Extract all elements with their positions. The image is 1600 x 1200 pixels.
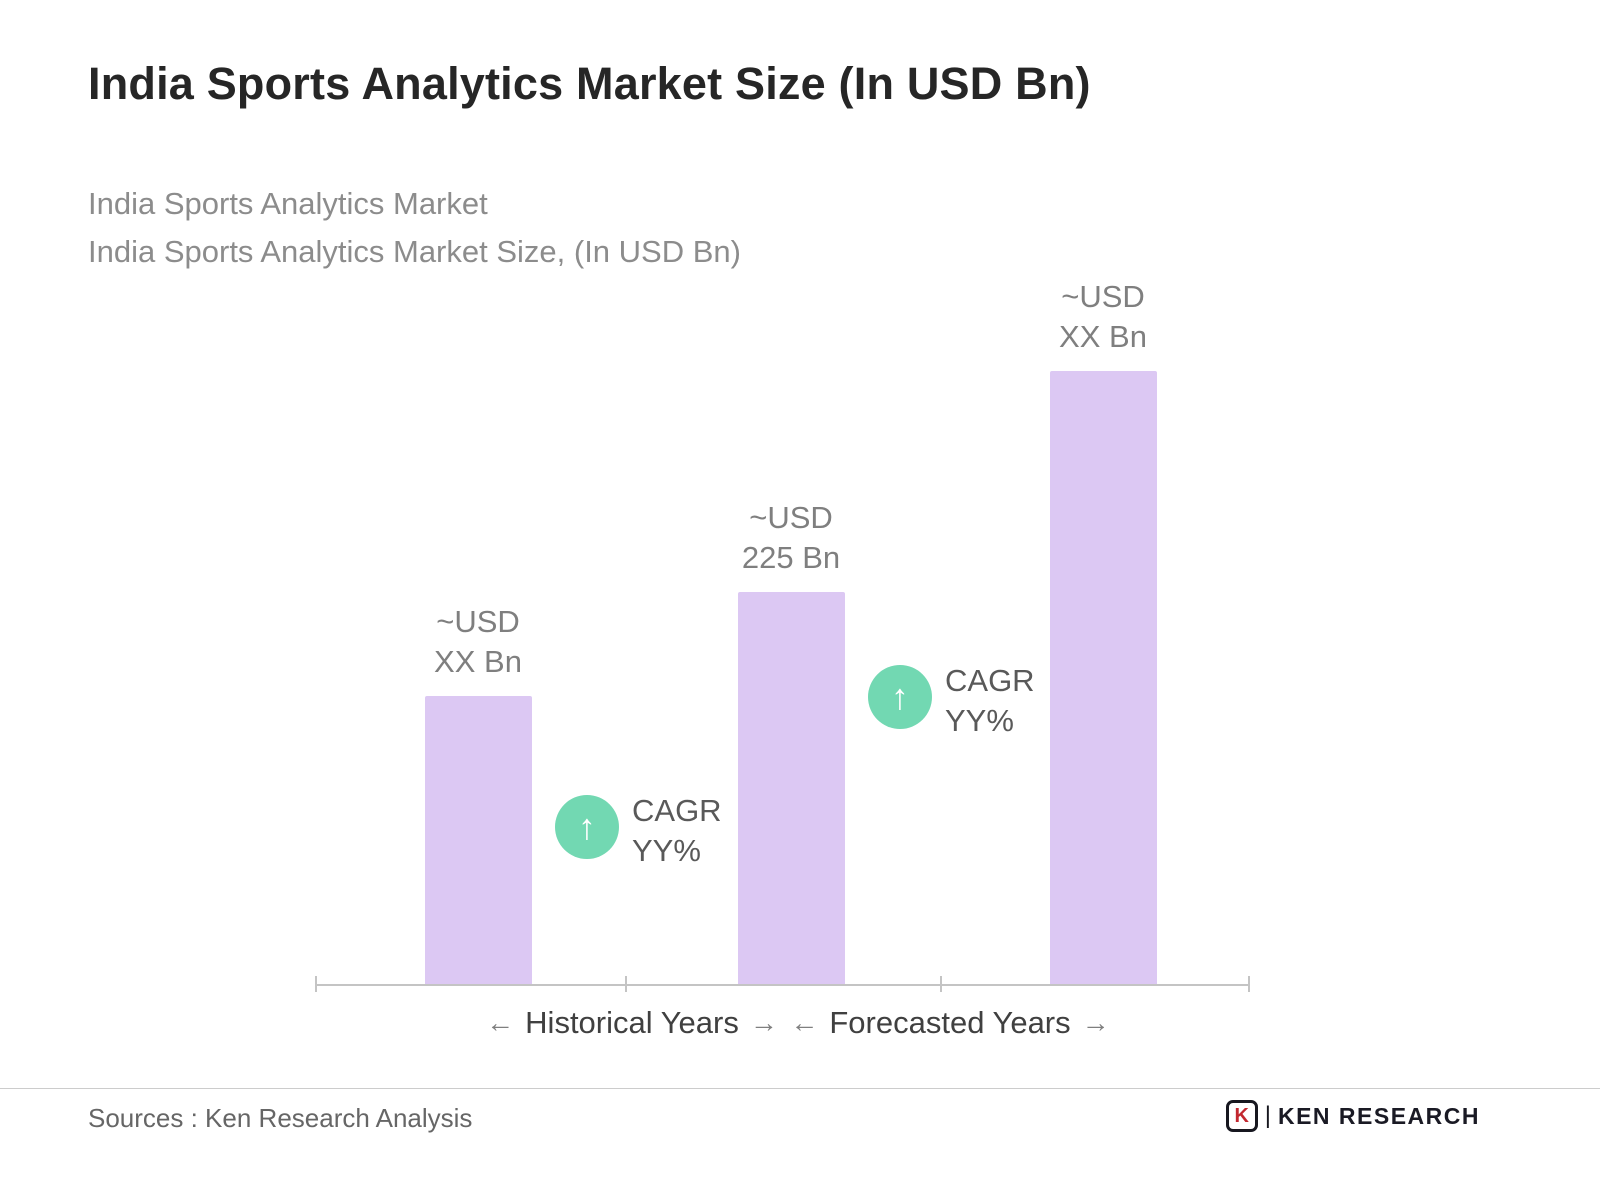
ken-research-logo: K | KEN RESEARCH	[1225, 1100, 1480, 1132]
bar-historical	[425, 696, 532, 984]
footer-divider	[0, 1088, 1600, 1089]
x-axis-tick	[940, 976, 942, 992]
page-title: India Sports Analytics Market Size (In U…	[88, 58, 1091, 109]
axis-group-forecasted: ← Forecasted Years →	[790, 1005, 1109, 1041]
ken-research-logo-icon: K	[1225, 1100, 1258, 1132]
x-axis-tick	[625, 976, 627, 992]
left-arrow-icon: ←	[486, 1007, 515, 1038]
bar-base-year	[738, 592, 845, 984]
right-arrow-icon: →	[749, 1007, 778, 1038]
cagr-annotation-2: CAGR YY%	[945, 661, 1035, 741]
axis-group-historical: ← Historical Years →	[486, 1005, 778, 1041]
up-arrow-glyph: ↑	[578, 806, 596, 847]
left-arrow-icon: ←	[790, 1007, 819, 1038]
bar-value-label-forecast: ~USD XX Bn	[993, 277, 1213, 357]
bar-value-label-line: ~USD	[1061, 279, 1145, 314]
logo-divider: |	[1264, 1102, 1271, 1129]
chart-subtitle-line-2: India Sports Analytics Market Size, (In …	[88, 234, 741, 269]
x-axis-line	[315, 984, 1250, 986]
cagr-value: YY%	[632, 833, 701, 868]
bar-value-label-line: ~USD	[749, 500, 833, 535]
bar-value-label-historical: ~USD XX Bn	[368, 602, 588, 682]
sources-note: Sources : Ken Research Analysis	[88, 1103, 473, 1133]
cagr-annotation-1: CAGR YY%	[632, 791, 722, 871]
logo-wordmark: KEN RESEARCH	[1277, 1102, 1480, 1129]
cagr-label: CAGR	[945, 663, 1035, 698]
chart-subtitle-line-1: India Sports Analytics Market	[88, 186, 488, 221]
bar-value-label-line: XX Bn	[1059, 319, 1147, 354]
up-arrow-glyph: ↑	[891, 676, 909, 717]
cagr-label: CAGR	[632, 793, 722, 828]
cagr-up-arrow-icon: ↑	[868, 665, 932, 729]
cagr-value: YY%	[945, 703, 1014, 738]
bar-value-label-base-year: ~USD 225 Bn	[681, 498, 901, 578]
x-axis-tick	[315, 976, 317, 992]
cagr-up-arrow-icon: ↑	[555, 795, 619, 859]
bar-value-label-line: 225 Bn	[741, 540, 841, 575]
bar-value-label-line: XX Bn	[434, 644, 522, 679]
bar-value-label-line: ~USD	[436, 604, 520, 639]
axis-group-label: Historical Years	[525, 1005, 739, 1040]
chart-subtitle: India Sports Analytics Market India Spor…	[88, 180, 741, 276]
bar-forecast	[1050, 371, 1157, 984]
x-axis-tick	[1248, 976, 1250, 992]
axis-group-label: Forecasted Years	[829, 1005, 1071, 1040]
logo-letter: K	[1234, 1104, 1249, 1127]
right-arrow-icon: →	[1081, 1007, 1110, 1038]
